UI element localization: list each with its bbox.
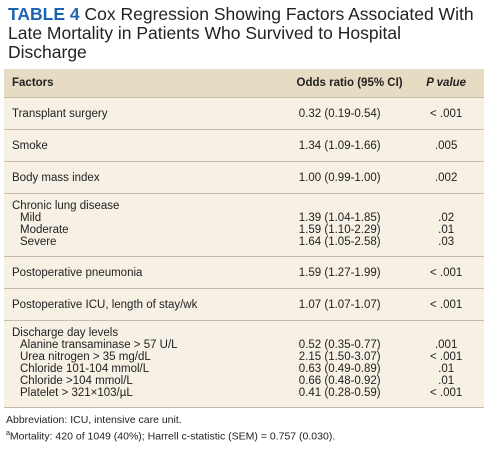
table: Factors Odds ratio (95% CI) P value Transpl…	[4, 69, 484, 408]
factor-cell: Smoke	[12, 139, 48, 152]
p-value-cell: .002	[434, 171, 458, 184]
header-cell: P value	[426, 77, 467, 89]
p-value: .03	[438, 236, 455, 248]
odds-ratio-cell: 1.39 (1.04-1.85) 1.59 (1.10-2.29) 1.64 (1.…	[291, 212, 409, 248]
odds-ratio: 0.52 (0.35-0.77)	[298, 339, 381, 351]
odds-ratio-cell: 1.34 (1.09-1.66)	[298, 139, 381, 152]
table-row: Body mass index 1.00 (0.99-1.00) .002	[4, 162, 484, 194]
odds-ratio: 1.64 (1.05-2.58)	[298, 236, 381, 248]
factor-cell: Discharge day levels Alanine transaminase…	[4, 327, 291, 399]
p-value-cell: .005	[434, 139, 458, 152]
odds-ratio-cell: 0.32 (0.19-0.54)	[298, 107, 381, 120]
odds-ratio: 1.59 (1.10-2.29)	[298, 224, 381, 236]
odds-ratio: 0.63 (0.49-0.89)	[298, 363, 381, 375]
table-row: Postoperative pneumonia 1.59 (1.27-1.99) <…	[4, 257, 484, 289]
table-row: Smoke 1.34 (1.09-1.66) .005	[4, 130, 484, 162]
header-cell: Factors	[12, 77, 54, 89]
factor-cell: Postoperative pneumonia	[12, 266, 143, 279]
factor-cell: Transplant surgery	[12, 107, 108, 120]
p-value: .01	[438, 363, 455, 375]
p-value: < .001	[430, 351, 463, 363]
footnotes: Abbreviation: ICU, intensive care unit. …	[6, 413, 490, 444]
odds-ratio-cell: 1.59 (1.27-1.99)	[298, 266, 381, 279]
odds-ratio: 0.41 (0.28-0.59)	[298, 387, 381, 399]
table-row: Postoperative ICU, length of stay/wk 1.07…	[4, 289, 484, 321]
factor-cell: Postoperative ICU, length of stay/wk	[12, 298, 198, 311]
sub-factor: Urea nitrogen > 35 mg/dL	[20, 351, 151, 363]
odds-ratio: 2.15 (1.50-3.07)	[298, 351, 381, 363]
footnote: aMortality: 420 of 1049 (40%); Harrell c…	[6, 427, 490, 444]
p-value: .001	[434, 339, 458, 351]
sub-factor: Chloride >104 mmol/L	[20, 375, 133, 387]
p-value-cell: .001 < .001.01.01 < .001	[408, 339, 484, 399]
p-value: .02	[438, 212, 455, 224]
odds-ratio: 0.66 (0.48-0.92)	[298, 375, 381, 387]
p-value: < .001	[430, 387, 463, 399]
group-heading: Chronic lung disease	[12, 200, 120, 212]
p-value: .01	[438, 375, 455, 387]
footnote-marker: a	[6, 430, 10, 437]
table-label: TABLE 4	[8, 4, 80, 24]
odds-ratio-cell: 0.52 (0.35-0.77) 2.15 (1.50-3.07) 0.63 (0.…	[291, 339, 409, 399]
sub-factor: Platelet > 321×103/µL	[20, 387, 133, 399]
factor-cell: Body mass index	[12, 171, 100, 184]
footnote-text: Mortality: 420 of 1049 (40%); Harrell c-…	[9, 430, 336, 443]
sub-factor: Severe	[20, 236, 57, 248]
p-value-cell: < .001	[430, 266, 463, 279]
table-row-group: Chronic lung disease Mild Moderate Severe 1.…	[4, 194, 484, 257]
group-heading: Discharge day levels	[12, 327, 119, 339]
p-value-cell: < .001	[430, 107, 463, 120]
sub-factor: Moderate	[20, 224, 69, 236]
sub-factor: Mild	[20, 212, 42, 224]
p-value-cell: < .001	[430, 298, 463, 311]
odds-ratio: 1.39 (1.04-1.85)	[298, 212, 381, 224]
header-cell: Odds ratio (95% CI)	[296, 77, 403, 89]
table-title: Cox Regression Showing Factors Associate…	[8, 4, 474, 62]
odds-ratio-cell: 1.00 (0.99-1.00)	[298, 171, 381, 184]
table-row-group: Discharge day levels Alanine transaminase…	[4, 321, 484, 408]
odds-ratio-cell: 1.07 (1.07-1.07)	[298, 298, 381, 311]
sub-factor: Chloride 101-104 mmol/L	[20, 363, 150, 375]
abbreviation: Abbreviation: ICU, intensive care unit.	[6, 414, 182, 426]
table-row: Transplant surgery 0.32 (0.19-0.54) < .001	[4, 98, 484, 130]
p-value-cell: .02.01.03	[408, 212, 484, 248]
p-value: .01	[438, 224, 455, 236]
factor-cell: Chronic lung disease Mild Moderate Severe	[4, 200, 291, 248]
header-row: Factors Odds ratio (95% CI) P value	[4, 69, 484, 98]
title-block: TABLE 4 Cox Regression Showing Factors A…	[0, 0, 490, 67]
sub-factor: Alanine transaminase > 57 U/L	[20, 339, 178, 351]
